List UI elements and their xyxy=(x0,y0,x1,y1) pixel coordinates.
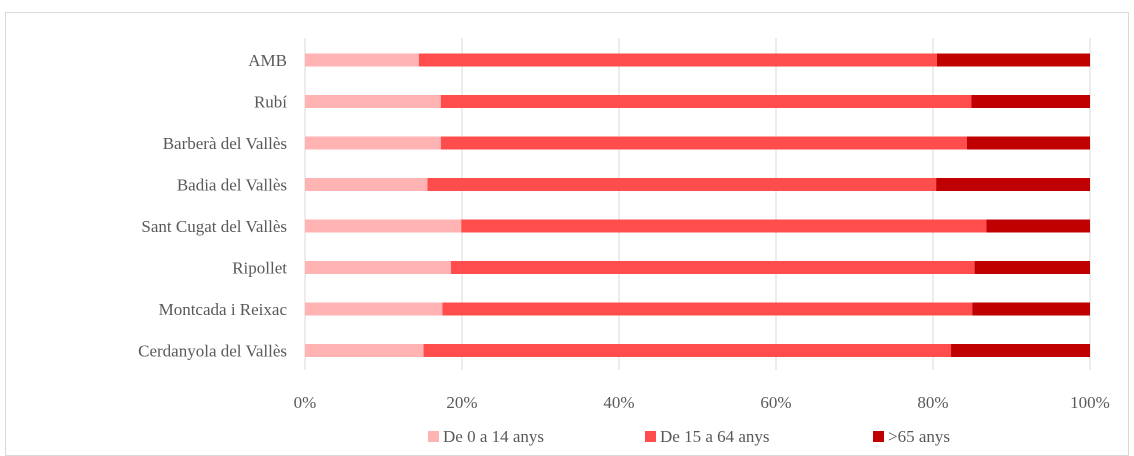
bar-segment xyxy=(440,136,967,150)
bar-segment xyxy=(423,344,952,357)
bars xyxy=(305,53,1090,357)
bar-segment xyxy=(305,53,419,67)
legend-label: >65 anys xyxy=(888,427,950,446)
x-tick-label: 80% xyxy=(917,393,948,412)
bar-segment xyxy=(936,178,1090,191)
bar-segment xyxy=(418,53,937,67)
category-labels: AMB Rubí Barberà del Vallès Badia del Vallè… xyxy=(138,51,287,361)
category-label: Badia del Vallès xyxy=(177,176,287,195)
chart-frame xyxy=(5,12,1129,456)
category-label: Ripollet xyxy=(232,259,287,278)
gridlines xyxy=(304,38,1091,370)
bar-segment xyxy=(986,219,1090,233)
bar-segment xyxy=(972,302,1090,316)
bar-segment xyxy=(305,302,443,316)
category-label: Montcada i Reixac xyxy=(159,300,288,319)
legend-swatch xyxy=(645,431,656,442)
category-label: Sant Cugat del Vallès xyxy=(141,217,287,236)
legend-label: De 15 a 64 anys xyxy=(660,427,770,446)
bar-segment xyxy=(427,178,937,191)
bar-segment xyxy=(305,136,441,150)
bar-segment xyxy=(305,344,424,357)
bar-segment xyxy=(451,261,975,274)
bar-segment xyxy=(971,95,1090,108)
legend-label: De 0 a 14 anys xyxy=(443,427,544,446)
legend-swatch xyxy=(428,431,439,442)
bar-segment xyxy=(951,344,1090,357)
category-label: Barberà del Vallès xyxy=(163,134,287,153)
x-axis-tick-labels: 0% 20% 40% 60% 80% 100% xyxy=(294,393,1110,412)
bar-segment xyxy=(305,219,462,233)
x-tick-label: 0% xyxy=(294,393,317,412)
x-tick-label: 60% xyxy=(760,393,791,412)
category-label: Rubí xyxy=(254,93,287,112)
bar-segment xyxy=(440,95,972,108)
legend: De 0 a 14 anys De 15 a 64 anys >65 anys xyxy=(428,427,950,446)
bar-segment xyxy=(305,95,441,108)
bar-segment xyxy=(442,302,973,316)
x-tick-label: 100% xyxy=(1070,393,1110,412)
category-label: Cerdanyola del Vallès xyxy=(138,342,287,361)
bar-segment xyxy=(305,178,428,191)
bar-segment xyxy=(966,136,1090,150)
bar-segment xyxy=(461,219,987,233)
bar-segment xyxy=(936,53,1090,67)
bar-segment xyxy=(305,261,452,274)
category-label: AMB xyxy=(248,51,287,70)
bar-segment xyxy=(974,261,1090,274)
x-tick-label: 40% xyxy=(603,393,634,412)
legend-swatch xyxy=(873,431,884,442)
x-tick-label: 20% xyxy=(446,393,477,412)
